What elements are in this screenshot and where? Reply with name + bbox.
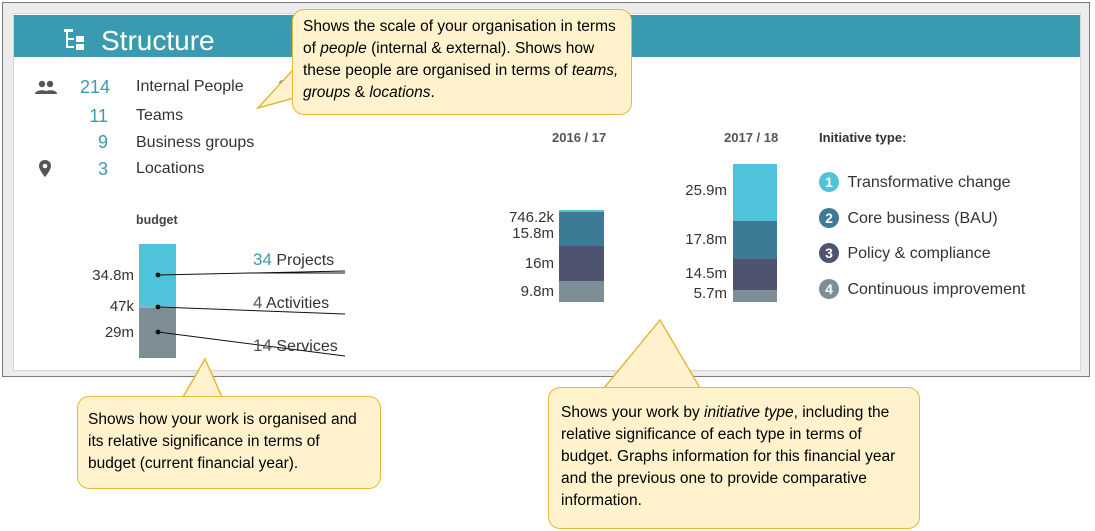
callout-text: . xyxy=(430,84,435,101)
legend-number-badge: 3 xyxy=(819,243,839,263)
callout-text: Shows your work by xyxy=(561,404,704,421)
curr-policy-segment xyxy=(733,259,777,290)
locations-label: Locations xyxy=(136,160,205,177)
callout-emphasis: locations xyxy=(369,84,431,101)
projects-label: Projects xyxy=(276,252,335,269)
curr-core-segment xyxy=(733,221,777,259)
legend-item-continuous: 4 Continuous improvement xyxy=(819,279,1025,299)
callout-text: (internal & external). Shows how these p… xyxy=(303,40,595,79)
services-budget-value: 29m xyxy=(104,324,134,341)
initiative-bar-chart xyxy=(559,164,777,302)
callout-text: Shows the scale of your organisation in … xyxy=(303,18,616,57)
scale-callout: Shows the scale of your organisation in … xyxy=(292,9,632,115)
page-title: Structure xyxy=(101,25,215,56)
teams-count: 11 xyxy=(89,106,108,126)
curr-transformative-segment xyxy=(733,164,777,221)
prev-policy-value: 16m xyxy=(524,255,554,272)
callout-text: Shows how your work is organised and its… xyxy=(88,411,357,472)
curr-continuous-segment xyxy=(733,290,777,302)
legend-number-badge: 4 xyxy=(819,279,839,299)
curr-policy-value: 14.5m xyxy=(685,265,727,282)
people-icon xyxy=(35,80,57,94)
curr-continuous-value: 5.7m xyxy=(693,285,727,302)
activities-label: Activities xyxy=(266,295,330,312)
year-prev-label: 2016 / 17 xyxy=(552,130,607,145)
services-label: Services xyxy=(276,338,338,355)
internal-people-count: 214 xyxy=(79,77,110,97)
prev-continuous-value: 9.8m xyxy=(520,283,554,300)
legend-label: Policy & compliance xyxy=(847,245,991,262)
projects-count: 34 xyxy=(253,250,272,269)
structure-icon xyxy=(64,29,84,50)
activities-summary: 4 Activities xyxy=(253,293,329,313)
prev-continuous-segment xyxy=(559,281,604,302)
legend-label: Transformative change xyxy=(847,174,1011,191)
callout-text: & xyxy=(350,84,370,101)
work-callout: Shows how your work is organised and its… xyxy=(77,396,381,489)
budget-title: budget xyxy=(136,213,178,227)
curr-core-value: 17.8m xyxy=(685,231,727,248)
legend-title: Initiative type: xyxy=(819,130,907,145)
legend-item-policy: 3 Policy & compliance xyxy=(819,243,991,263)
initiative-callout: Shows your work by initiative type, incl… xyxy=(548,387,920,529)
callout-emphasis: people xyxy=(320,40,367,57)
projects-budget-value: 34.8m xyxy=(92,267,134,284)
callout-text: , including the relative significance of… xyxy=(561,404,896,509)
location-pin-icon xyxy=(39,160,51,177)
activities-budget-value: 47k xyxy=(109,298,134,315)
teams-label: Teams xyxy=(136,107,184,124)
legend-label: Continuous improvement xyxy=(847,281,1026,298)
external-people-count: 2 xyxy=(277,77,288,97)
business-groups-count: 9 xyxy=(97,132,108,152)
legend-label: Core business (BAU) xyxy=(847,210,998,227)
callout-emphasis: initiative type xyxy=(704,404,794,421)
legend-number-badge: 2 xyxy=(819,208,839,228)
services-count: 14 xyxy=(253,336,272,355)
prev-policy-segment xyxy=(559,246,604,281)
internal-people-label: Internal People xyxy=(136,78,244,95)
curr-transformative-value: 25.9m xyxy=(685,182,727,199)
locations-count: 3 xyxy=(97,159,108,179)
budget-bar-chart xyxy=(139,244,346,358)
services-summary: 14 Services xyxy=(253,336,338,356)
activities-count: 4 xyxy=(253,293,263,312)
projects-summary: 34 Projects xyxy=(253,250,334,270)
callout-emphasis: teams, groups xyxy=(303,62,619,101)
legend-item-core: 2 Core business (BAU) xyxy=(819,208,998,228)
business-groups-label: Business groups xyxy=(136,134,255,151)
prev-core-value: 15.8m xyxy=(512,225,554,242)
year-curr-label: 2017 / 18 xyxy=(724,130,779,145)
prev-core-segment xyxy=(559,212,604,246)
prev-transformative-value: 746.2k xyxy=(508,209,554,226)
prev-transformative-segment xyxy=(559,210,604,212)
legend-number-badge: 1 xyxy=(819,172,839,192)
legend-item-transformative: 1 Transformative change xyxy=(819,172,1011,192)
